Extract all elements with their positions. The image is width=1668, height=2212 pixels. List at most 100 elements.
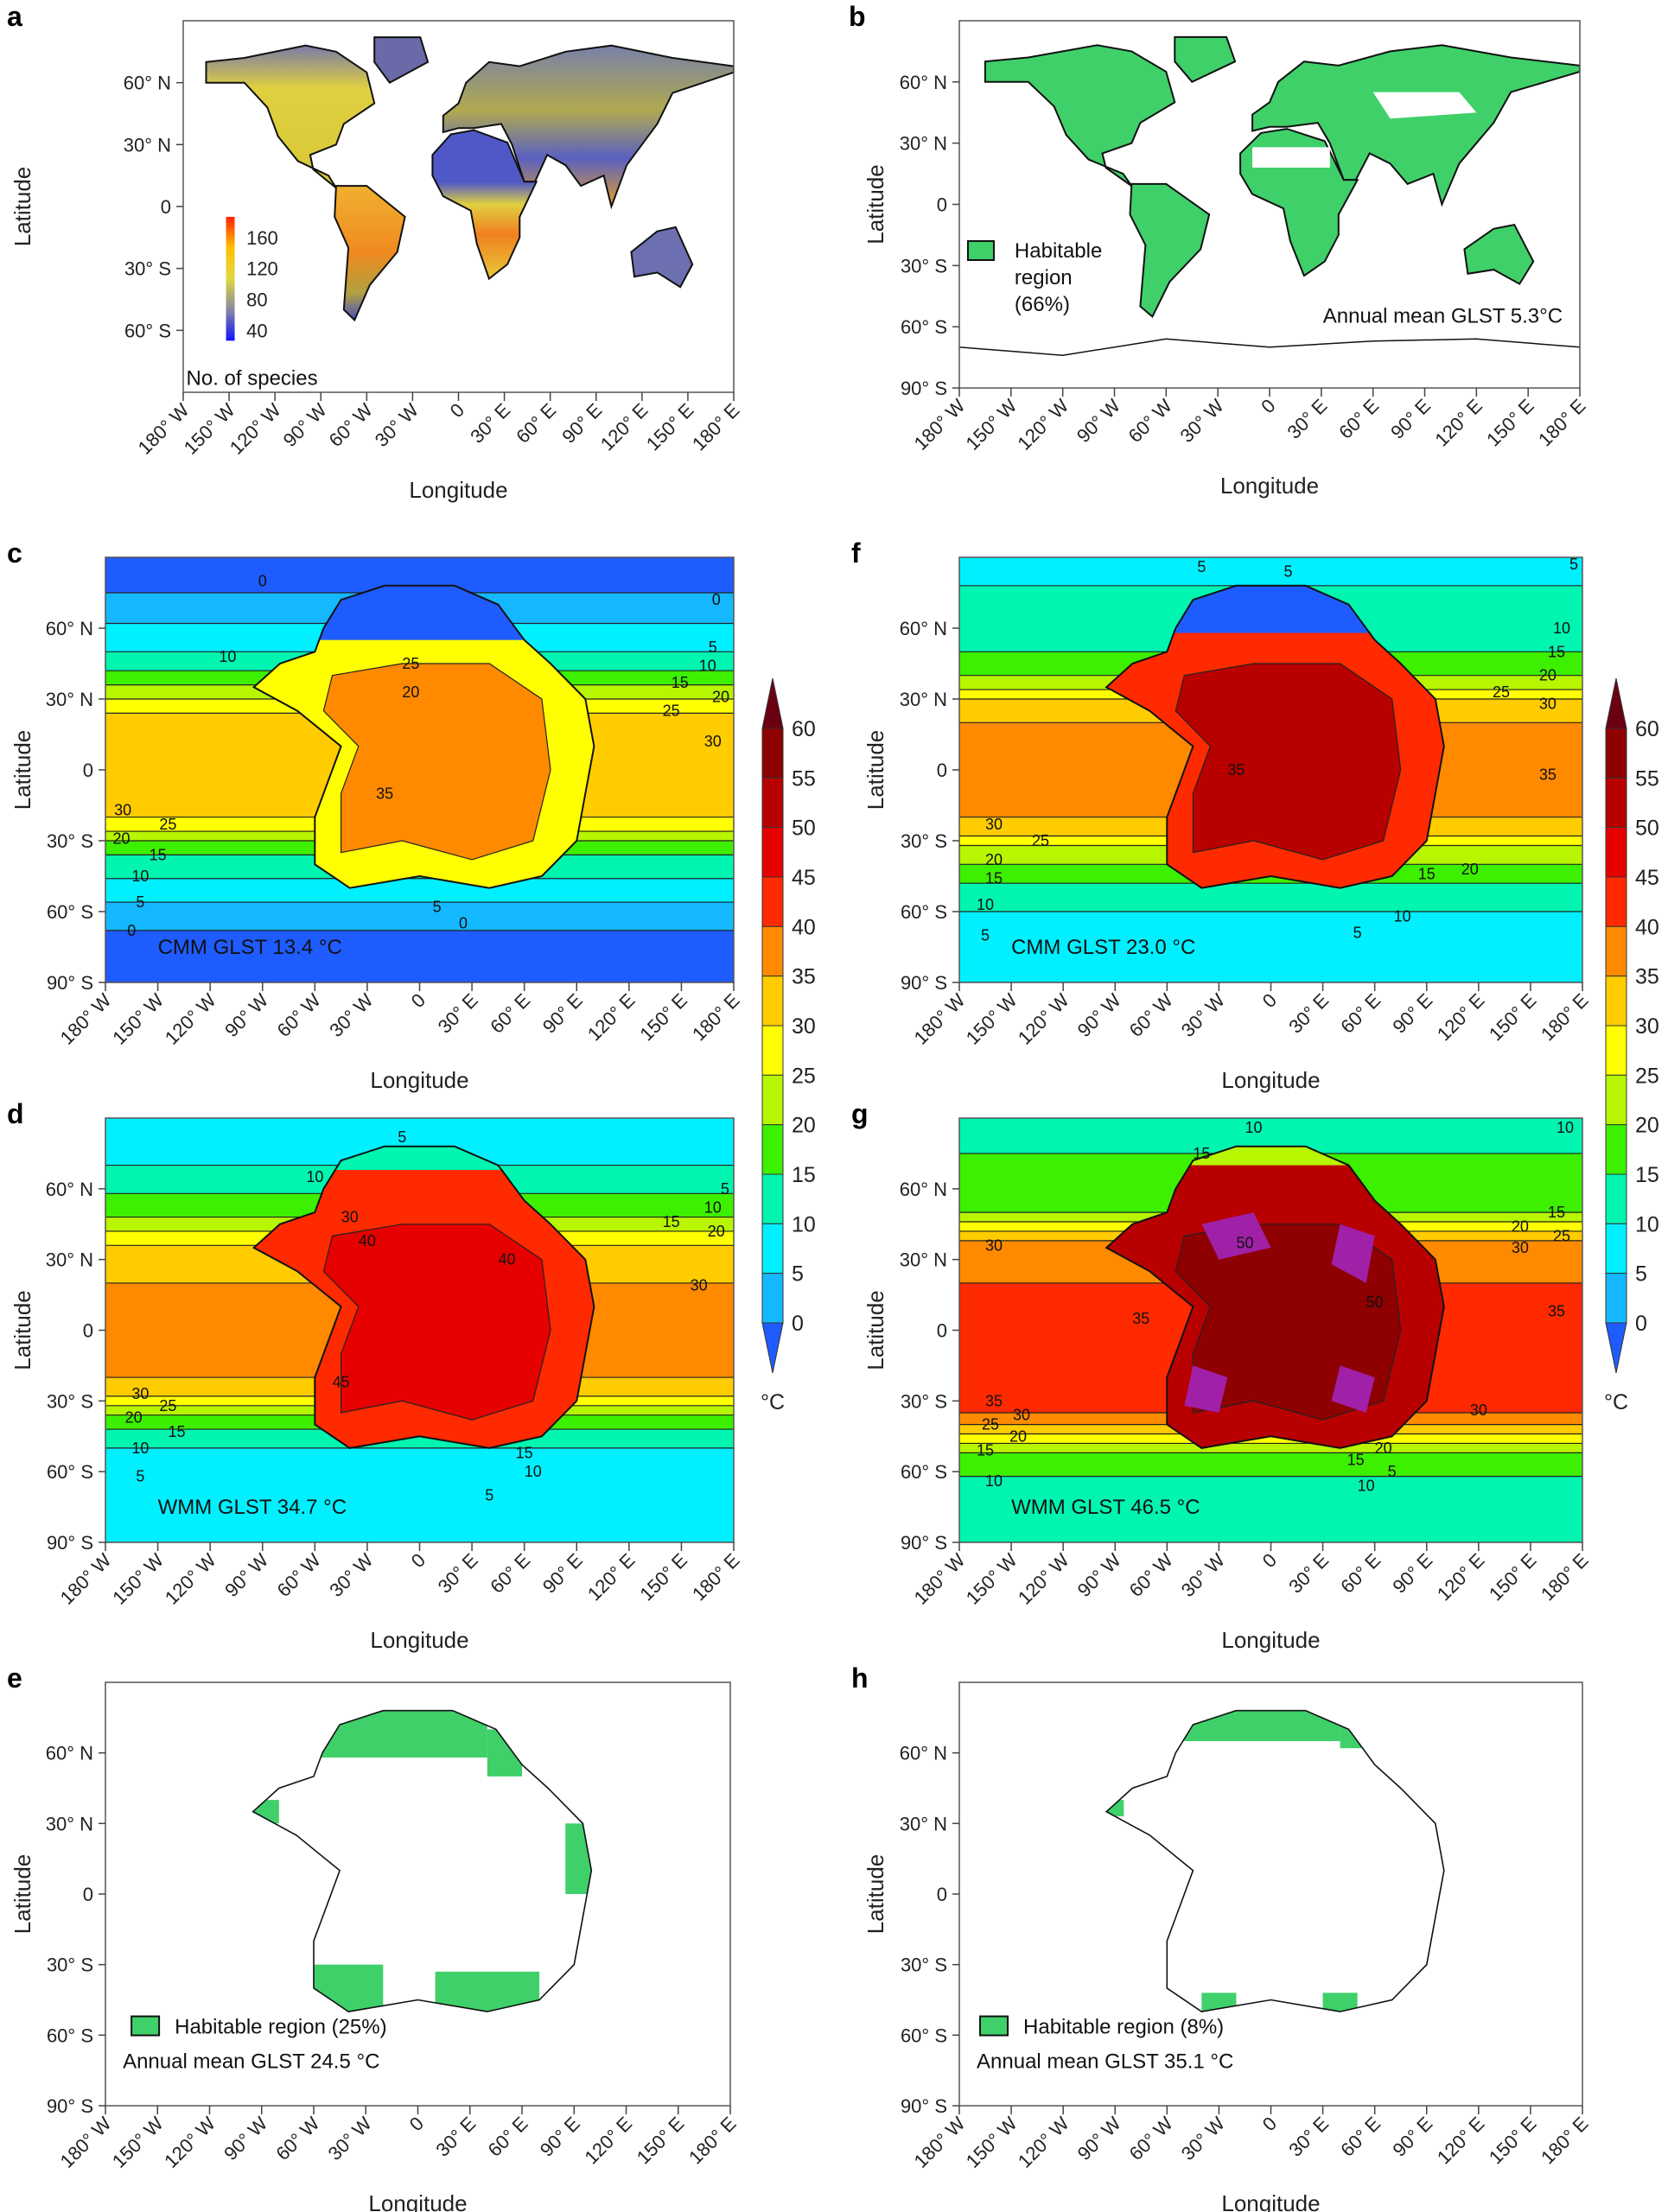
lat-tick-label: 60° N xyxy=(46,1743,93,1764)
lon-tick-label: 120° E xyxy=(1430,395,1487,451)
temperature-band xyxy=(959,1443,1582,1454)
lon-tick-label: 60° W xyxy=(1125,1549,1177,1601)
contour-label: 20 xyxy=(708,1223,725,1240)
lon-tick-label: 60° W xyxy=(1125,2113,1177,2164)
lat-tick-label: 60° N xyxy=(900,1743,947,1764)
lat-tick-label: 60° N xyxy=(46,618,93,639)
lat-tick-label: 60° N xyxy=(900,1179,947,1200)
map-area xyxy=(959,35,1580,356)
contour-label: 20 xyxy=(112,830,130,847)
contour-label: 10 xyxy=(131,868,149,885)
glst-label: CMM GLST 13.4 °C xyxy=(158,936,342,959)
contour-label: 20 xyxy=(1009,1427,1027,1445)
lon-tick-label: 30° E xyxy=(466,399,514,448)
colorbar-tick-label: 60 xyxy=(1635,717,1659,741)
lon-tick-label: 60° E xyxy=(512,399,560,448)
lat-tick-label: 60° S xyxy=(901,901,947,923)
lon-tick-label: 90° E xyxy=(1388,1549,1436,1598)
species-colorbar-label: No. of species xyxy=(187,366,318,390)
temperature-colorbar: 051015202530354045505560°C05101520253035… xyxy=(761,677,1659,1414)
temperature-band xyxy=(105,1429,734,1449)
panel-letter: g xyxy=(851,1098,869,1129)
colorbar-segment xyxy=(761,827,784,878)
contour-label: 15 xyxy=(1548,643,1565,660)
colorbar-tick-label: 0 xyxy=(792,1312,804,1336)
colorbar-tick-label: 50 xyxy=(792,817,816,841)
lon-tick-label: 150° E xyxy=(635,989,691,1046)
contour-label: 20 xyxy=(712,688,729,705)
lat-tick-label: 30° S xyxy=(901,1955,947,1976)
lat-tick-label: 0 xyxy=(937,194,947,216)
land-hot-core xyxy=(1175,663,1402,861)
lon-tick-label: 0 xyxy=(405,2113,428,2135)
contour-label: 20 xyxy=(125,1408,143,1426)
colorbar-segment xyxy=(761,1124,784,1175)
colorbar-tick-label: 30 xyxy=(792,1014,816,1039)
lat-tick-label: 0 xyxy=(937,1320,947,1342)
colorbar-segment xyxy=(1605,976,1627,1027)
panel-letter: c xyxy=(7,537,22,569)
lon-tick-label: 90° W xyxy=(220,989,272,1041)
contour-label: 25 xyxy=(663,702,680,720)
lon-tick-label: 150° W xyxy=(962,1549,1022,1609)
lon-tick-label: 90° E xyxy=(536,2113,584,2161)
contour-label: 10 xyxy=(219,648,236,665)
lon-tick-label: 150° W xyxy=(962,2113,1022,2172)
habitable-legend-swatch xyxy=(979,2015,1009,2037)
contour-label: 30 xyxy=(341,1209,359,1226)
contour-label: 30 xyxy=(1013,1407,1030,1424)
colorbar-tick-label: 40 xyxy=(792,915,816,939)
colorbar-tick-label: 45 xyxy=(792,866,816,890)
contour-label: 25 xyxy=(1493,683,1510,701)
lon-tick-label: 0 xyxy=(1258,989,1281,1012)
x-axis-label: Longitude xyxy=(1221,1067,1320,1093)
colorbar-tick-label: 30 xyxy=(1635,1014,1659,1039)
extreme-heat-region xyxy=(1331,1365,1375,1413)
colorbar-segment xyxy=(1605,777,1627,829)
colorbar-segment xyxy=(1605,925,1627,977)
lat-tick-label: 60° N xyxy=(900,618,947,639)
contour-label: 15 xyxy=(516,1444,533,1461)
lat-tick-label: 60° N xyxy=(900,72,947,93)
colorbar-tick-label: 10 xyxy=(792,1212,816,1236)
contour-label: 5 xyxy=(1569,556,1578,573)
lon-tick-label: 60° E xyxy=(1336,2113,1385,2161)
map-area xyxy=(251,1709,593,2012)
y-axis-label: Latitude xyxy=(10,1290,35,1370)
contour-label: 10 xyxy=(985,1472,1003,1490)
lat-tick-label: 60° N xyxy=(46,1179,93,1200)
lon-tick-label: 90° E xyxy=(538,1549,587,1598)
contour-label: 20 xyxy=(402,683,419,701)
species-colorbar-tick: 120 xyxy=(246,258,278,280)
colorbar-tick-label: 55 xyxy=(1635,766,1659,791)
lon-tick-label: 90° W xyxy=(1073,989,1125,1041)
lon-tick-label: 30° E xyxy=(434,989,482,1038)
contour-label: 30 xyxy=(114,801,131,818)
temperature-band xyxy=(959,1433,1582,1445)
x-axis-label: Longitude xyxy=(409,477,507,503)
contour-label: 35 xyxy=(1539,766,1557,783)
colorbar-segment xyxy=(761,1223,784,1274)
lon-tick-label: 180° E xyxy=(1537,1549,1593,1605)
species-colorbar-tick: 160 xyxy=(246,227,278,249)
lon-tick-label: 30° W xyxy=(371,399,423,451)
lon-tick-label: 90° W xyxy=(279,399,331,451)
lon-tick-label: 180° W xyxy=(910,1549,970,1609)
habitable-legend-label: region xyxy=(1015,266,1073,289)
contour-label: 20 xyxy=(1512,1217,1529,1235)
colorbar-tick-label: 35 xyxy=(1635,965,1659,989)
coastline xyxy=(1105,584,1445,889)
contour-label: 10 xyxy=(1245,1119,1262,1136)
contour-label: 20 xyxy=(1461,861,1479,878)
contour-label: 5 xyxy=(136,1468,144,1485)
lat-tick-label: 60° S xyxy=(47,1461,93,1483)
contour-label: 10 xyxy=(1358,1478,1375,1495)
lon-tick-label: 90° E xyxy=(538,989,587,1038)
contour-label: 15 xyxy=(150,846,167,863)
colorbar-tick-label: 35 xyxy=(792,965,816,989)
y-axis-label: Latitude xyxy=(863,164,888,245)
lon-tick-label: 60° W xyxy=(273,989,325,1041)
lon-tick-label: 90° W xyxy=(1073,395,1124,447)
lat-tick-label: 60° S xyxy=(901,1461,947,1483)
